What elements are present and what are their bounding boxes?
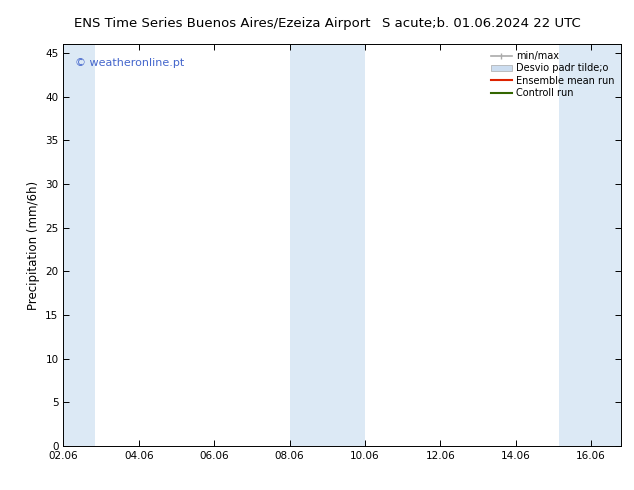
Y-axis label: Precipitation (mm/6h): Precipitation (mm/6h)	[27, 180, 40, 310]
Text: S acute;b. 01.06.2024 22 UTC: S acute;b. 01.06.2024 22 UTC	[382, 17, 581, 30]
Bar	[63, 44, 96, 446]
Text: © weatheronline.pt: © weatheronline.pt	[75, 58, 184, 68]
Text: ENS Time Series Buenos Aires/Ezeiza Airport: ENS Time Series Buenos Aires/Ezeiza Airp…	[74, 17, 370, 30]
Bar	[290, 44, 365, 446]
Legend: min/max, Desvio padr tilde;o, Ensemble mean run, Controll run: min/max, Desvio padr tilde;o, Ensemble m…	[489, 49, 616, 100]
Bar	[559, 44, 621, 446]
